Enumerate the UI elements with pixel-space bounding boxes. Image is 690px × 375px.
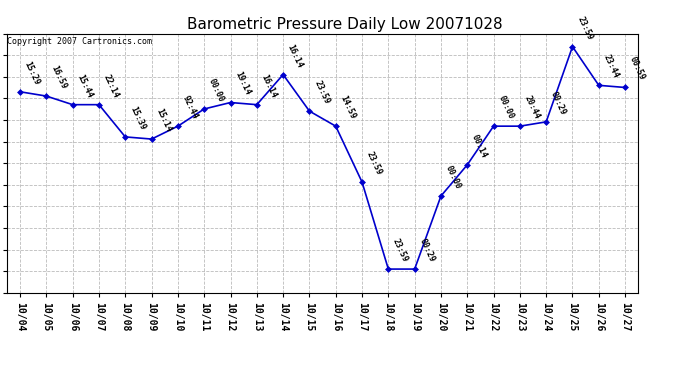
Text: 14:59: 14:59 xyxy=(339,94,357,121)
Text: 16:14: 16:14 xyxy=(286,43,304,69)
Text: 22:14: 22:14 xyxy=(101,73,121,99)
Text: Copyright 2007 Cartronics.com: Copyright 2007 Cartronics.com xyxy=(7,38,152,46)
Text: 15:14: 15:14 xyxy=(155,107,173,134)
Text: 00:59: 00:59 xyxy=(628,56,647,82)
Text: 00:29: 00:29 xyxy=(417,237,436,264)
Text: 23:59: 23:59 xyxy=(575,15,594,41)
Text: 00:29: 00:29 xyxy=(549,90,568,116)
Text: 15:44: 15:44 xyxy=(75,73,94,99)
Text: Barometric Pressure Daily Low 20071028: Barometric Pressure Daily Low 20071028 xyxy=(187,17,503,32)
Text: 00:00: 00:00 xyxy=(444,164,462,190)
Text: 19:14: 19:14 xyxy=(233,70,252,97)
Text: 23:59: 23:59 xyxy=(391,237,410,264)
Text: 23:59: 23:59 xyxy=(312,79,331,105)
Text: 00:00: 00:00 xyxy=(496,94,515,121)
Text: 92:44: 92:44 xyxy=(181,94,199,121)
Text: 16:59: 16:59 xyxy=(49,64,68,90)
Text: 15:29: 15:29 xyxy=(23,60,41,86)
Text: 20:44: 20:44 xyxy=(522,94,542,121)
Text: 00:14: 00:14 xyxy=(470,133,489,159)
Text: 16:14: 16:14 xyxy=(259,73,278,99)
Text: 23:44: 23:44 xyxy=(602,53,620,80)
Text: 23:59: 23:59 xyxy=(365,150,384,177)
Text: 00:00: 00:00 xyxy=(207,77,226,104)
Text: 15:39: 15:39 xyxy=(128,105,147,131)
